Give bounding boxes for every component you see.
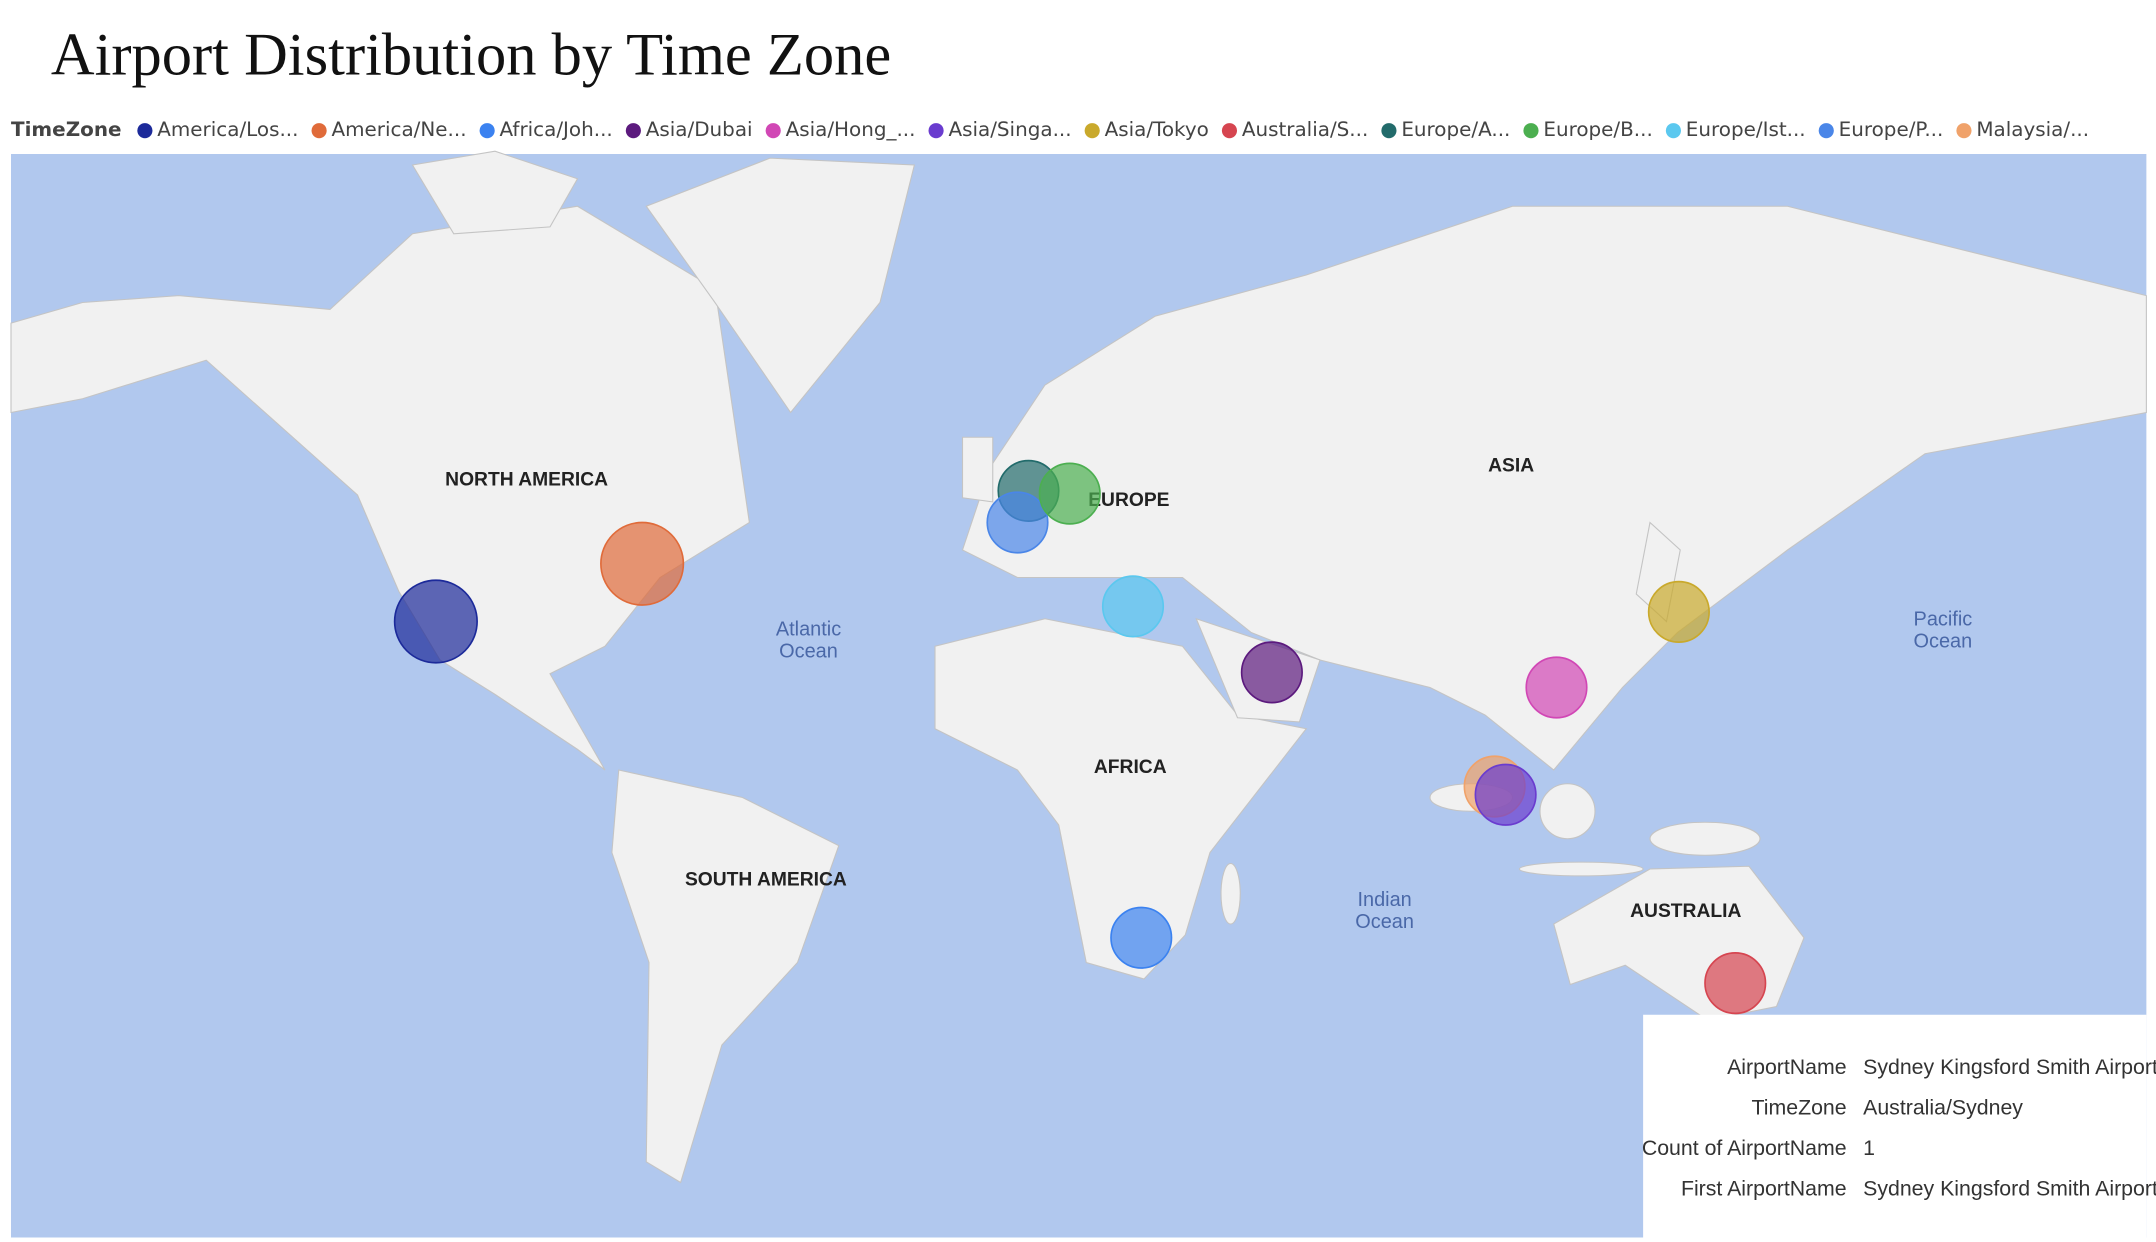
legend-dot xyxy=(1221,123,1238,139)
continent-label: ASIA xyxy=(1488,456,1534,477)
ocean-label: Ocean xyxy=(1914,631,1973,653)
legend-item[interactable]: Europe/A... xyxy=(1381,118,1510,141)
legend-dot xyxy=(1665,123,1681,139)
continent-label: NORTH AMERICA xyxy=(445,469,608,490)
airport-bubble[interactable] xyxy=(600,521,685,606)
continent-label: EUROPE xyxy=(1088,490,1169,511)
legend-item[interactable]: Africa/Joh... xyxy=(479,118,613,141)
legend-item[interactable]: Australia/S... xyxy=(1221,118,1368,141)
legend: TimeZone America/Los... America/Ne... Afric… xyxy=(11,118,2089,141)
title: Airport Distribution by Time Zone xyxy=(51,21,891,88)
map-labels: NORTH AMERICA EUROPE ASIA AFRICA SOUTH AMERI… xyxy=(445,456,1972,934)
ocean-label: Atlantic xyxy=(776,618,841,640)
airport-bubble[interactable] xyxy=(1704,952,1767,1015)
tooltip-value: 1 xyxy=(1863,1136,1875,1160)
legend-label: Europe/P... xyxy=(1839,118,1944,141)
legend-label: Asia/Singa... xyxy=(948,118,1071,141)
legend-title: TimeZone xyxy=(11,118,122,141)
legend-dot xyxy=(1084,123,1100,139)
legend-label: Europe/A... xyxy=(1401,118,1510,141)
legend-dot xyxy=(928,123,944,139)
legend-label: America/Los... xyxy=(157,118,298,141)
legend-label: Asia/Dubai xyxy=(646,118,753,141)
legend-dot xyxy=(479,123,495,139)
legend-label: Asia/Hong_... xyxy=(786,118,916,141)
legend-dot xyxy=(1818,123,1834,139)
legend-item[interactable]: Europe/Ist... xyxy=(1665,118,1806,141)
airport-bubble[interactable] xyxy=(1525,656,1588,719)
legend-item[interactable]: Asia/Dubai xyxy=(625,118,753,141)
legend-item[interactable]: Asia/Singa... xyxy=(928,118,1072,141)
airport-bubble[interactable] xyxy=(1647,580,1710,643)
continent-label: AFRICA xyxy=(1094,757,1167,778)
legend-item[interactable]: Asia/Hong_... xyxy=(765,118,916,141)
legend-item[interactable]: Europe/P... xyxy=(1818,118,1944,141)
airport-bubble[interactable] xyxy=(393,579,478,664)
legend-label: Australia/S... xyxy=(1242,118,1368,141)
legend-label: Africa/Joh... xyxy=(500,118,613,141)
tooltip-label: First AirportName xyxy=(1681,1177,1847,1201)
airport-bubble[interactable] xyxy=(1101,575,1165,638)
map[interactable]: NORTH AMERICA EUROPE ASIA AFRICA SOUTH AMERI… xyxy=(10,150,2147,1238)
ocean-label: Ocean xyxy=(779,640,838,662)
legend-label: Malaysia/... xyxy=(1976,118,2089,141)
legend-dot xyxy=(625,123,641,139)
legend-dot xyxy=(1381,123,1397,139)
legend-dot xyxy=(137,123,153,139)
legend-label: Asia/Tokyo xyxy=(1105,118,1209,141)
tooltip-label: Count of AirportName xyxy=(1642,1136,1847,1160)
legend-item[interactable]: America/Los... xyxy=(137,118,298,141)
legend-item[interactable]: America/Ne... xyxy=(311,118,467,141)
legend-label: America/Ne... xyxy=(331,118,466,141)
airport-bubble[interactable] xyxy=(1110,906,1173,969)
ocean-label: Indian xyxy=(1357,889,1411,911)
tooltip-value: Australia/Sydney xyxy=(1863,1096,2023,1120)
legend-dot xyxy=(1523,123,1539,139)
bubbles xyxy=(393,459,1767,1015)
airport-bubble[interactable] xyxy=(1038,462,1101,525)
continent-label: SOUTH AMERICA xyxy=(685,870,847,891)
airport-bubble[interactable] xyxy=(1474,763,1537,826)
legend-label: Europe/B... xyxy=(1543,118,1652,141)
legend-label: Europe/Ist... xyxy=(1686,118,1806,141)
legend-item[interactable]: Asia/Tokyo xyxy=(1084,118,1209,141)
tooltip-label: AirportName xyxy=(1727,1055,1847,1079)
tooltip-value: Sydney Kingsford Smith Airport xyxy=(1863,1177,2156,1201)
tooltip-value: Sydney Kingsford Smith Airport xyxy=(1863,1055,2156,1079)
tooltip-box xyxy=(1643,1014,2147,1238)
legend-item[interactable]: Europe/B... xyxy=(1523,118,1653,141)
airport-bubble[interactable] xyxy=(986,491,1049,554)
airport-bubble[interactable] xyxy=(1240,641,1303,704)
continent-label: AUSTRALIA xyxy=(1630,901,1741,922)
ocean-label: Ocean xyxy=(1355,911,1414,933)
legend-dot xyxy=(765,123,781,139)
tooltip-label: TimeZone xyxy=(1752,1096,1847,1120)
legend-dot xyxy=(311,123,327,139)
ocean-label: Pacific xyxy=(1914,609,1973,631)
legend-item[interactable]: Malaysia/... xyxy=(1956,118,2089,141)
legend-dot xyxy=(1956,123,1972,139)
tooltip: AirportName Sydney Kingsford Smith Airpor… xyxy=(1642,1014,2156,1238)
